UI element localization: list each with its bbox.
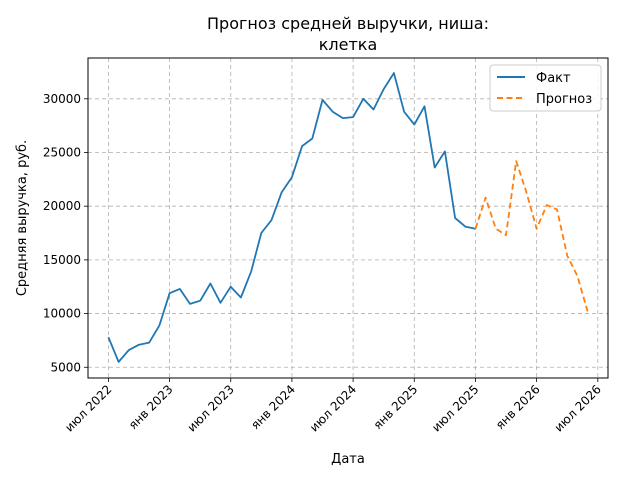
x-tick-label: июл 2025: [429, 382, 481, 434]
series-lines: [107, 72, 589, 363]
y-tick-label: 25000: [43, 145, 81, 159]
y-tick-label: 5000: [50, 360, 81, 374]
legend: Факт Прогноз: [489, 64, 602, 112]
legend-label-forecast: Прогноз: [536, 92, 592, 107]
legend-label-fact: Факт: [536, 71, 571, 86]
x-tick-label: июл 2023: [185, 382, 237, 434]
axis-ticks: июл 2022 янв 2023 июл 2023 янв 2024 июл 2024…: [43, 92, 604, 435]
x-tick-label: июл 2022: [62, 382, 114, 434]
series-line-forecast: [474, 160, 589, 312]
x-tick-label: янв 2026: [493, 382, 543, 432]
x-tick-label: янв 2025: [371, 382, 421, 432]
chart-title-line-2: клетка: [319, 35, 378, 54]
y-axis-label: Средняя выручка, руб.: [15, 140, 30, 296]
plot-frame: [87, 57, 609, 379]
x-axis-label: Дата: [331, 452, 365, 467]
series-line-fact: [107, 72, 476, 363]
x-tick-label: янв 2023: [126, 382, 176, 432]
y-tick-label: 20000: [43, 199, 81, 213]
grid: [88, 58, 608, 378]
y-tick-label: 30000: [43, 92, 81, 106]
x-tick-label: июл 2026: [552, 382, 604, 434]
chart-title-line-1: Прогноз средней выручки, ниша:: [207, 14, 489, 33]
x-tick-label: июл 2024: [307, 382, 359, 434]
y-tick-label: 10000: [43, 307, 81, 321]
x-tick-label: янв 2024: [248, 382, 298, 432]
y-tick-label: 15000: [43, 253, 81, 267]
